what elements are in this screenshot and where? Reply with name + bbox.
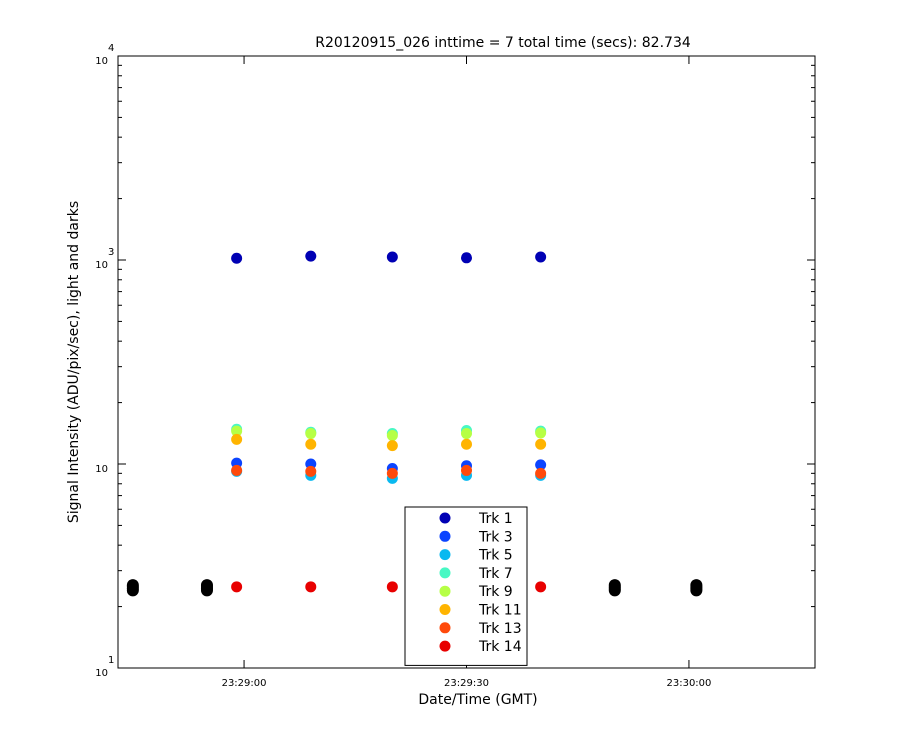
data-point [231, 581, 243, 593]
data-point [535, 581, 547, 593]
dark-point [608, 579, 621, 592]
legend-marker [439, 549, 451, 561]
data-point [535, 467, 547, 479]
data-point [231, 425, 243, 437]
x-tick-label: 23:29:00 [222, 678, 267, 689]
data-points [126, 250, 703, 597]
legend-marker [439, 640, 451, 652]
legend-label: Trk 7 [478, 566, 513, 582]
data-point [386, 251, 398, 263]
legend-marker [439, 512, 451, 524]
legend-label: Trk 5 [478, 548, 513, 564]
y-tick-exponent: 1 [108, 655, 114, 666]
dark-point [690, 579, 703, 592]
data-point [386, 467, 398, 479]
legend-marker [439, 567, 451, 579]
data-point [461, 428, 472, 440]
y-tick-label: 10 [95, 464, 108, 475]
y-tick-exponent: 4 [108, 43, 114, 54]
legend-box [404, 506, 528, 666]
x-axis-label: Date/Time (GMT) [418, 692, 537, 708]
data-point [305, 465, 317, 477]
legend-marker [439, 585, 451, 597]
data-point [231, 252, 243, 264]
data-point [461, 438, 472, 450]
legend: Trk 1 Trk 3 Trk 5 Trk 7 Trk 9 Trk 11 Trk 13 Trk… [404, 506, 528, 666]
dark-point [200, 579, 213, 592]
legend-label: Trk 14 [478, 639, 522, 655]
x-tick-label: 23:30:00 [666, 678, 711, 689]
data-point [231, 464, 243, 476]
legend-label: Trk 13 [478, 621, 522, 637]
data-point [535, 427, 547, 439]
data-point [535, 251, 547, 263]
data-point [231, 433, 243, 445]
data-point [386, 429, 398, 441]
dark-point [126, 579, 139, 592]
data-point [305, 581, 317, 593]
legend-marker [439, 622, 451, 634]
legend-label: Trk 11 [478, 603, 522, 619]
data-point [535, 459, 547, 471]
y-tick-label: 10 [95, 260, 108, 271]
legend-label: Trk 3 [478, 529, 513, 545]
data-point [305, 250, 317, 262]
y-tick-exponent: 3 [108, 247, 114, 258]
y-tick-label: 10 [95, 56, 108, 67]
data-point [535, 438, 547, 450]
legend-marker [439, 604, 451, 615]
y-tick-label: 10 [95, 668, 108, 679]
legend-label: Trk 9 [478, 584, 513, 600]
data-point [386, 440, 398, 452]
data-point [386, 581, 398, 593]
data-point [305, 428, 317, 440]
x-tick-label: 23:29:30 [444, 678, 489, 689]
data-point [461, 252, 472, 264]
chart-title: R20120915_026 inttime = 7 total time (se… [315, 35, 691, 51]
legend-marker [439, 530, 451, 542]
data-point [461, 464, 472, 476]
y-axis-label: Signal Intensity (ADU/pix/sec), light an… [66, 201, 82, 523]
data-point [305, 438, 317, 450]
legend-label: Trk 1 [478, 511, 513, 527]
